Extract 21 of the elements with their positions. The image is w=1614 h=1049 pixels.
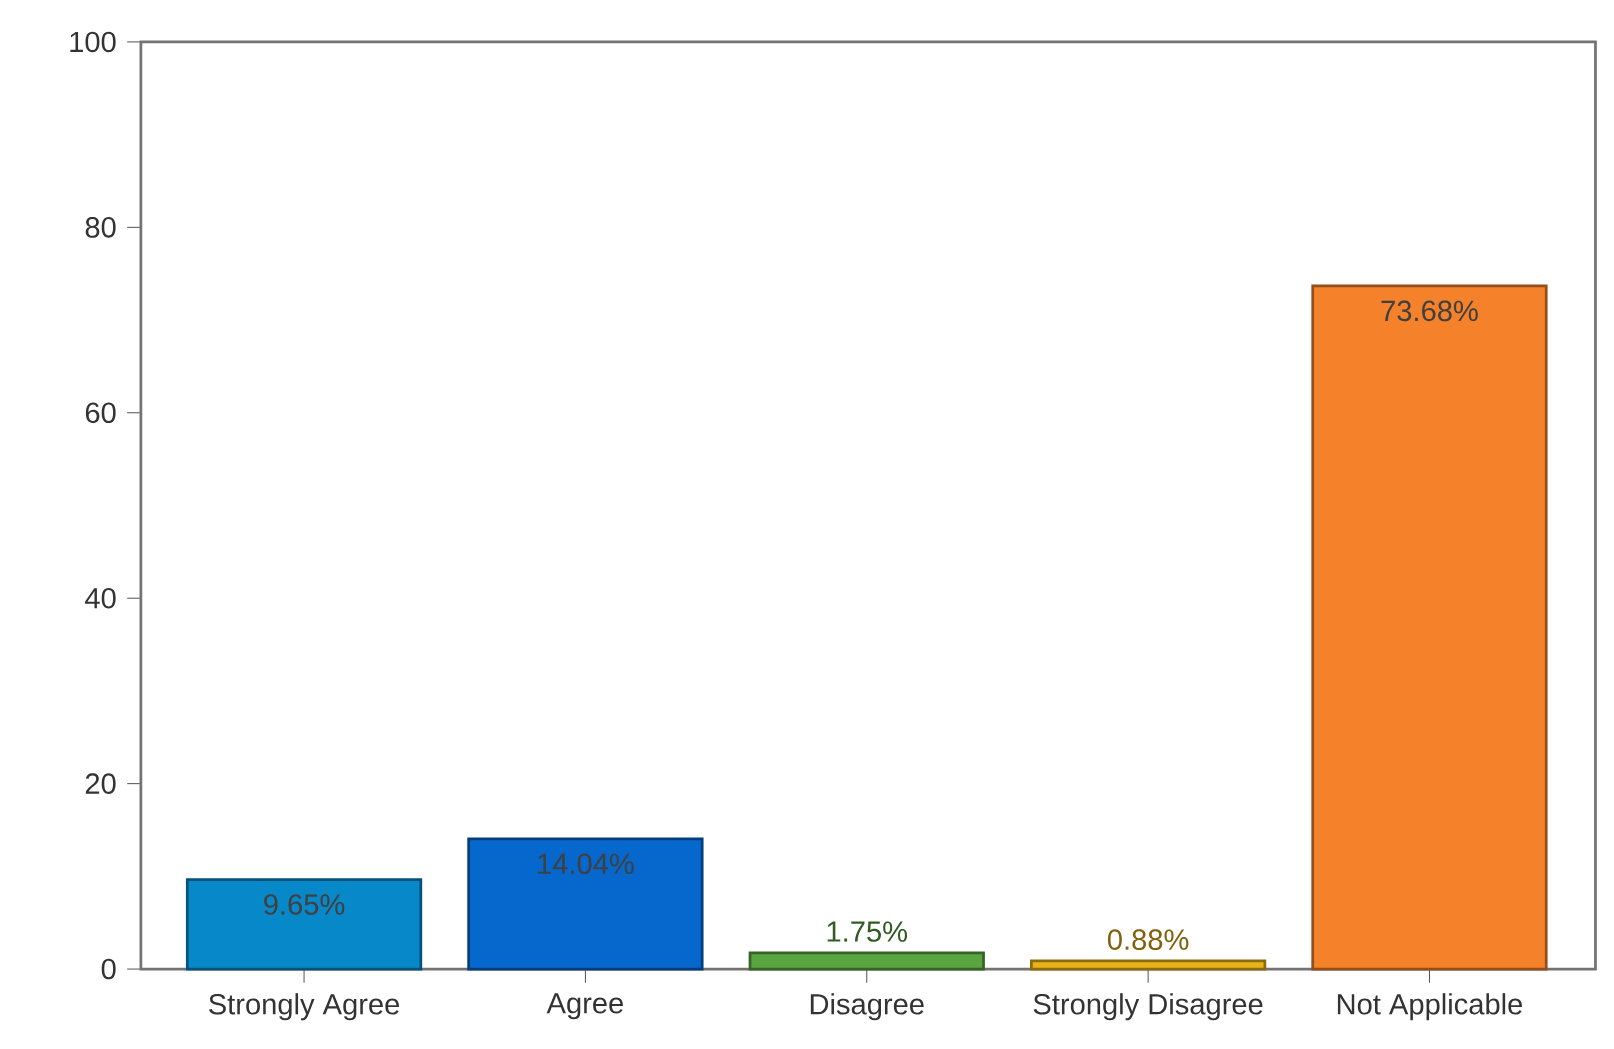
data-label: 0.88%: [1107, 929, 1189, 950]
data-label: 73.68%: [1381, 300, 1478, 322]
bar: [467, 837, 704, 971]
y-tick-label: 40: [85, 587, 116, 609]
bar: [1029, 959, 1267, 971]
y-tick-label: 80: [85, 217, 116, 238]
bar: [1311, 284, 1548, 971]
y-tick-label: 60: [85, 402, 116, 424]
data-label: 14.04%: [538, 853, 634, 875]
y-tick-label: 0: [101, 958, 116, 980]
x-tick-label: Not Applicable: [1337, 993, 1522, 1021]
x-tick-label: Strongly Agree: [209, 993, 400, 1021]
x-tick-label: Disagree: [810, 993, 924, 1021]
x-tick-label: Agree: [546, 993, 623, 1020]
data-label: 1.75%: [827, 921, 908, 942]
x-tick-label: Strongly Disagree: [1033, 993, 1263, 1021]
bar: [185, 878, 423, 971]
y-tick-label: 20: [85, 773, 116, 794]
y-tick-label: 100: [70, 31, 116, 53]
data-label: 9.65%: [264, 894, 345, 915]
bar: [748, 951, 985, 971]
